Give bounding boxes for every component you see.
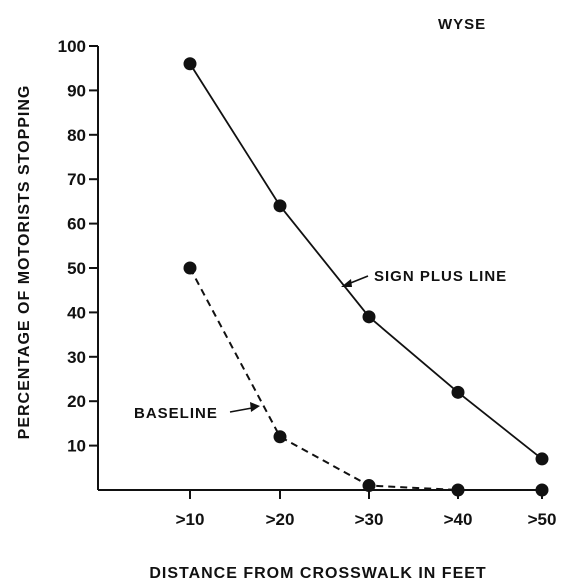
x-tick-label: >20: [266, 510, 295, 529]
chart-title: WYSE: [438, 16, 486, 33]
data-point-sign-plus-line: [535, 452, 549, 466]
y-tick-label: 60: [67, 215, 86, 234]
data-point-sign-plus-line: [273, 199, 287, 213]
arrow-baseline: [229, 402, 260, 413]
y-tick-label: 80: [67, 126, 86, 145]
data-point-baseline: [273, 430, 287, 444]
series-label-baseline: BASELINE: [134, 405, 218, 422]
y-tick-label: 40: [67, 303, 86, 322]
y-tick-label: 20: [67, 392, 86, 411]
y-tick-label: 100: [58, 37, 86, 56]
series-markers: [183, 57, 549, 497]
y-tick-label: 10: [67, 437, 86, 456]
data-point-sign-plus-line: [183, 57, 197, 71]
x-ticks: >10 >20 >30 >40 >50: [176, 490, 557, 529]
y-ticks: 10 20 30 40 50 60 70 80 90 100: [58, 37, 98, 456]
series-line-sign-plus-line: [189, 63, 543, 460]
arrow-sign-plus-line: [341, 275, 369, 287]
x-tick-label: >10: [176, 510, 205, 529]
data-point-sign-plus-line: [451, 385, 465, 399]
data-point-baseline: [183, 261, 197, 275]
y-axis-title: PERCENTAGE OF MOTORISTS STOPPING: [16, 85, 33, 440]
x-axis-title: DISTANCE FROM CROSSWALK IN FEET: [149, 565, 486, 582]
data-point-baseline: [535, 483, 549, 497]
data-point-baseline: [451, 483, 465, 497]
y-tick-label: 90: [67, 81, 86, 100]
series-label-sign-plus-line: SIGN PLUS LINE: [374, 268, 507, 285]
data-point-sign-plus-line: [362, 310, 376, 324]
y-tick-label: 50: [67, 259, 86, 278]
y-tick-label: 30: [67, 348, 86, 367]
y-tick-label: 70: [67, 170, 86, 189]
x-tick-label: >30: [355, 510, 384, 529]
series-line-baseline: [189, 267, 542, 491]
data-point-baseline: [362, 479, 376, 493]
x-tick-label: >40: [444, 510, 473, 529]
x-tick-label: >50: [528, 510, 557, 529]
